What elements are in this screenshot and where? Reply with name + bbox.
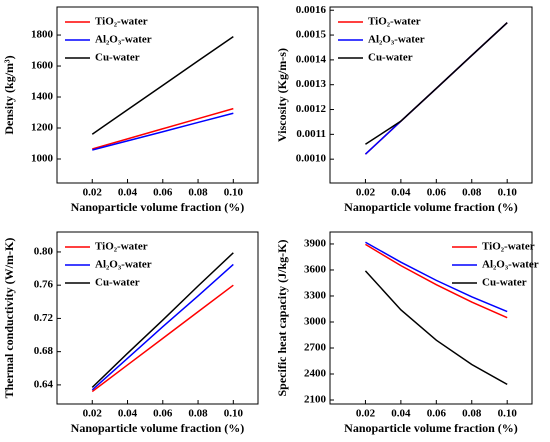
x-tick-label: 0.04 [118,408,138,420]
x-tick-label: 0.02 [356,408,376,420]
x-tick-label: 0.06 [153,408,173,420]
y-tick-label: 2400 [304,368,327,380]
x-tick-label: 0.06 [427,187,447,199]
series-line [365,22,508,145]
y-tick-label: 1400 [31,91,54,103]
y-axis-label: Specific heat capacity (J/kg-K) [275,240,289,397]
x-tick-label: 0.08 [188,408,208,420]
x-tick-label: 0.10 [224,187,244,199]
series-line [91,263,234,391]
y-axis-label: Viscosity (Kg/m-s) [275,48,289,142]
x-axis-label: Nanoparticle volume fraction (%) [344,421,518,435]
x-axis-label: Nanoparticle volume fraction (%) [344,200,518,214]
legend-label: TiO₂-water [482,241,535,253]
plot-frame [329,231,533,405]
legend-label: Cu-water [95,277,140,289]
x-tick-label: 0.08 [188,187,208,199]
x-tick-label: 0.10 [498,187,518,199]
y-axis-label: Density (kg/m³) [2,55,16,134]
series-line [365,241,508,313]
y-tick-label: 1200 [31,122,54,134]
plot-frame [329,6,533,184]
x-tick-label: 0.06 [427,408,447,420]
y-tick-label: 0.0012 [296,103,327,115]
x-tick-label: 0.02 [356,187,376,199]
series-line [92,107,234,150]
series-line [91,252,234,388]
y-tick-label: 0.0013 [296,78,327,90]
legend-label: TiO₂-water [368,16,421,28]
y-tick-label: 1800 [31,29,54,41]
legend-label: TiO₂-water [95,16,148,28]
legend-label: Al₂O₃-water [95,34,152,46]
y-tick-label: 2100 [304,394,327,406]
y-tick-label: 3900 [304,237,327,249]
y-tick-label: 1000 [31,153,54,165]
x-axis-label: Nanoparticle volume fraction (%) [71,200,245,214]
series-line [364,270,508,386]
y-tick-label: 0.0016 [296,4,327,16]
x-tick-label: 0.08 [462,408,482,420]
y-tick-label: 3300 [304,290,327,302]
legend-label: Al₂O₃-water [95,259,152,271]
legend-label: Al₂O₃-water [368,34,425,46]
y-tick-label: 0.0011 [296,128,326,140]
legend-label: Cu-water [368,52,413,64]
x-tick-label: 0.10 [498,408,518,420]
x-tick-label: 0.02 [83,408,103,420]
plot-frame [56,6,259,184]
y-tick-label: 0.0014 [296,53,327,65]
series-line [91,35,234,135]
x-axis-label: Nanoparticle volume fraction (%) [71,421,245,435]
legend-label: Cu-water [95,52,140,64]
y-axis-label: Thermal conductivity (W/m-K) [2,238,16,399]
x-tick-label: 0.02 [83,187,103,199]
y-tick-label: 3600 [304,264,327,276]
x-tick-label: 0.08 [462,187,482,199]
legend-label: TiO₂-water [95,241,148,253]
series-line [91,284,234,393]
y-tick-label: 0.72 [34,312,54,324]
x-tick-label: 0.10 [224,408,244,420]
y-tick-label: 0.68 [34,345,54,357]
y-tick-label: 0.76 [34,279,54,291]
x-tick-label: 0.04 [391,408,411,420]
y-tick-label: 0.0015 [296,29,327,41]
y-tick-label: 0.0010 [296,153,327,165]
y-tick-label: 0.80 [34,245,54,257]
legend-label: Cu-water [482,277,527,289]
x-tick-label: 0.04 [118,187,138,199]
y-tick-label: 2700 [304,342,327,354]
series-line [365,243,508,319]
series-line [92,112,234,151]
y-tick-label: 0.64 [34,378,54,390]
legend-label: Al₂O₃-water [482,259,539,271]
y-tick-label: 3000 [304,316,327,328]
x-tick-label: 0.04 [391,187,411,199]
x-tick-label: 0.06 [153,187,173,199]
y-tick-label: 1600 [31,60,54,72]
